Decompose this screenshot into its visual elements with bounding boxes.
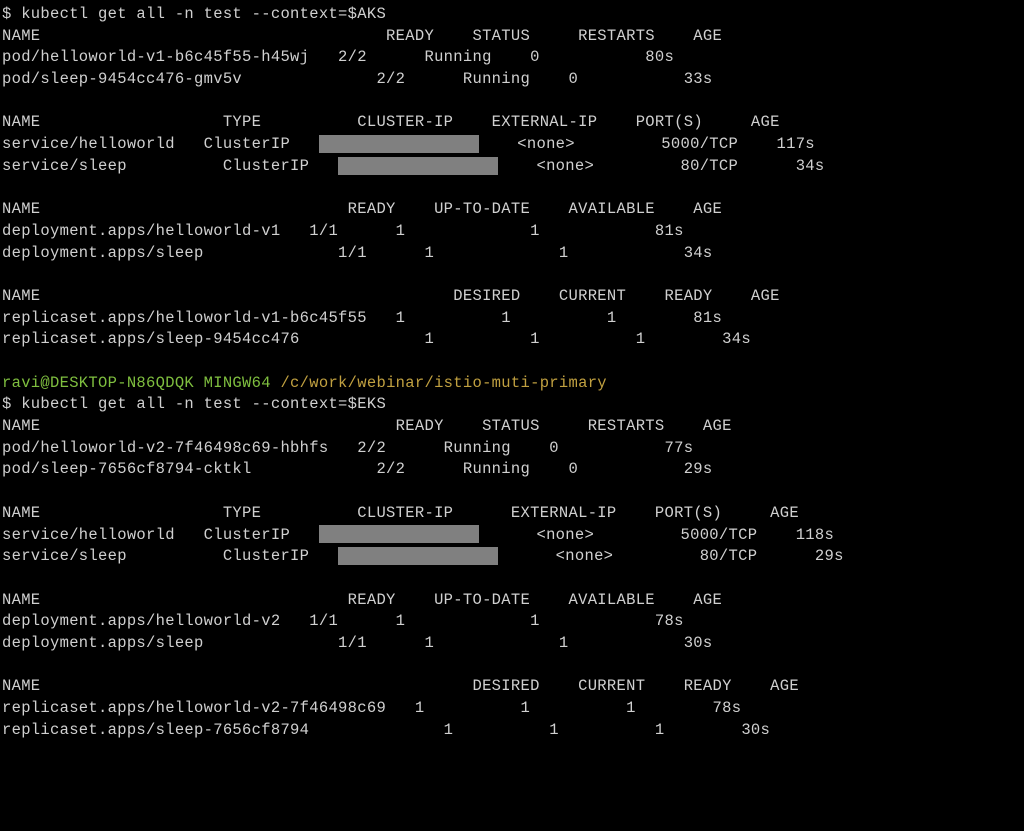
pods-header-1: NAME READY STATUS RESTARTS AGE: [2, 26, 1022, 48]
blank-line: [2, 481, 1022, 503]
service-row: service/helloworld ClusterIP <none> 5000…: [2, 134, 1022, 156]
service-row: service/helloworld ClusterIP <none> 5000…: [2, 525, 1022, 547]
replicaset-row: replicaset.apps/helloworld-v2-7f46498c69…: [2, 698, 1022, 720]
blank-line: [2, 264, 1022, 286]
redacted-ip: [319, 525, 479, 543]
terminal-output: $ kubectl get all -n test --context=$AKS…: [2, 4, 1022, 741]
deployments-header-2: NAME READY UP-TO-DATE AVAILABLE AGE: [2, 590, 1022, 612]
replicaset-row: replicaset.apps/sleep-9454cc476 1 1 1 34…: [2, 329, 1022, 351]
replicaset-row: replicaset.apps/helloworld-v1-b6c45f55 1…: [2, 308, 1022, 330]
prompt-user-host: ravi@DESKTOP-N86QDQK: [2, 374, 194, 392]
blank-line: [2, 178, 1022, 200]
blank-line: [2, 568, 1022, 590]
replicasets-header-2: NAME DESIRED CURRENT READY AGE: [2, 676, 1022, 698]
blank-line: [2, 91, 1022, 113]
services-header-2: NAME TYPE CLUSTER-IP EXTERNAL-IP PORT(S)…: [2, 503, 1022, 525]
blank-line: [2, 351, 1022, 373]
services-header-1: NAME TYPE CLUSTER-IP EXTERNAL-IP PORT(S)…: [2, 112, 1022, 134]
replicasets-header-1: NAME DESIRED CURRENT READY AGE: [2, 286, 1022, 308]
deployments-header-1: NAME READY UP-TO-DATE AVAILABLE AGE: [2, 199, 1022, 221]
pod-row: pod/sleep-9454cc476-gmv5v 2/2 Running 0 …: [2, 69, 1022, 91]
command-line-2: $ kubectl get all -n test --context=$EKS: [2, 394, 1022, 416]
redacted-ip: [319, 135, 479, 153]
pod-row: pod/sleep-7656cf8794-cktkl 2/2 Running 0…: [2, 459, 1022, 481]
redacted-ip: [338, 157, 498, 175]
deployment-row: deployment.apps/sleep 1/1 1 1 30s: [2, 633, 1022, 655]
prompt-path: /c/work/webinar/istio-muti-primary: [280, 374, 606, 392]
pod-row: pod/helloworld-v2-7f46498c69-hbhfs 2/2 R…: [2, 438, 1022, 460]
pods-header-2: NAME READY STATUS RESTARTS AGE: [2, 416, 1022, 438]
service-row: service/sleep ClusterIP <none> 80/TCP 34…: [2, 156, 1022, 178]
redacted-ip: [338, 547, 498, 565]
blank-line: [2, 655, 1022, 677]
prompt-shell: MINGW64: [194, 374, 280, 392]
deployment-row: deployment.apps/helloworld-v2 1/1 1 1 78…: [2, 611, 1022, 633]
service-row: service/sleep ClusterIP <none> 80/TCP 29…: [2, 546, 1022, 568]
deployment-row: deployment.apps/sleep 1/1 1 1 34s: [2, 243, 1022, 265]
deployment-row: deployment.apps/helloworld-v1 1/1 1 1 81…: [2, 221, 1022, 243]
replicaset-row: replicaset.apps/sleep-7656cf8794 1 1 1 3…: [2, 720, 1022, 742]
pod-row: pod/helloworld-v1-b6c45f55-h45wj 2/2 Run…: [2, 47, 1022, 69]
command-line-1: $ kubectl get all -n test --context=$AKS: [2, 4, 1022, 26]
prompt-line-2: ravi@DESKTOP-N86QDQK MINGW64 /c/work/web…: [2, 373, 1022, 395]
